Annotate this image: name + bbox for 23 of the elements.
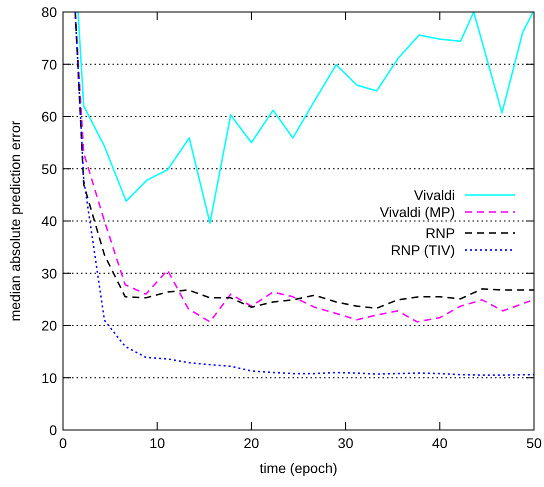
y-tick-label: 50 — [41, 160, 58, 177]
legend-label: RNP — [425, 225, 455, 241]
x-tick-label: 0 — [59, 435, 68, 451]
y-tick-label: 10 — [41, 370, 58, 386]
y-tick-label: 80 — [41, 4, 58, 20]
x-tick-label: 20 — [244, 435, 260, 451]
x-tick-label: 30 — [338, 435, 354, 451]
y-tick-label: 30 — [41, 265, 58, 282]
y-tick-label: 40 — [41, 213, 58, 229]
y-tick-label: 0 — [49, 422, 58, 438]
line-series — [74, 12, 534, 376]
x-tick-label: 10 — [149, 435, 166, 451]
y-tick-label: 70 — [41, 56, 58, 72]
legend-label: Vivaldi (MP) — [380, 204, 455, 220]
x-tick-label: 40 — [432, 435, 448, 451]
x-tick-label: 50 — [526, 435, 542, 451]
y-tick-label: 60 — [41, 108, 58, 124]
x-axis-title: time (epoch) — [260, 460, 338, 476]
legend-label: RNP (TIV) — [390, 242, 455, 258]
legend-label: Vivaldi — [414, 187, 455, 203]
y-tick-label: 20 — [41, 318, 58, 334]
y-axis-title: median absolute prediction error — [7, 120, 23, 322]
line-series — [77, 12, 534, 224]
